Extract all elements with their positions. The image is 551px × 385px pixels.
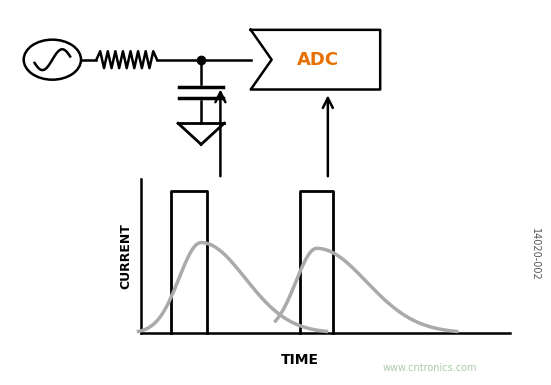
- Text: www.cntronics.com: www.cntronics.com: [382, 363, 477, 373]
- Text: ADC: ADC: [297, 51, 339, 69]
- Text: CURRENT: CURRENT: [119, 223, 132, 289]
- Text: TIME: TIME: [282, 353, 319, 367]
- Text: 14020-002: 14020-002: [530, 228, 539, 281]
